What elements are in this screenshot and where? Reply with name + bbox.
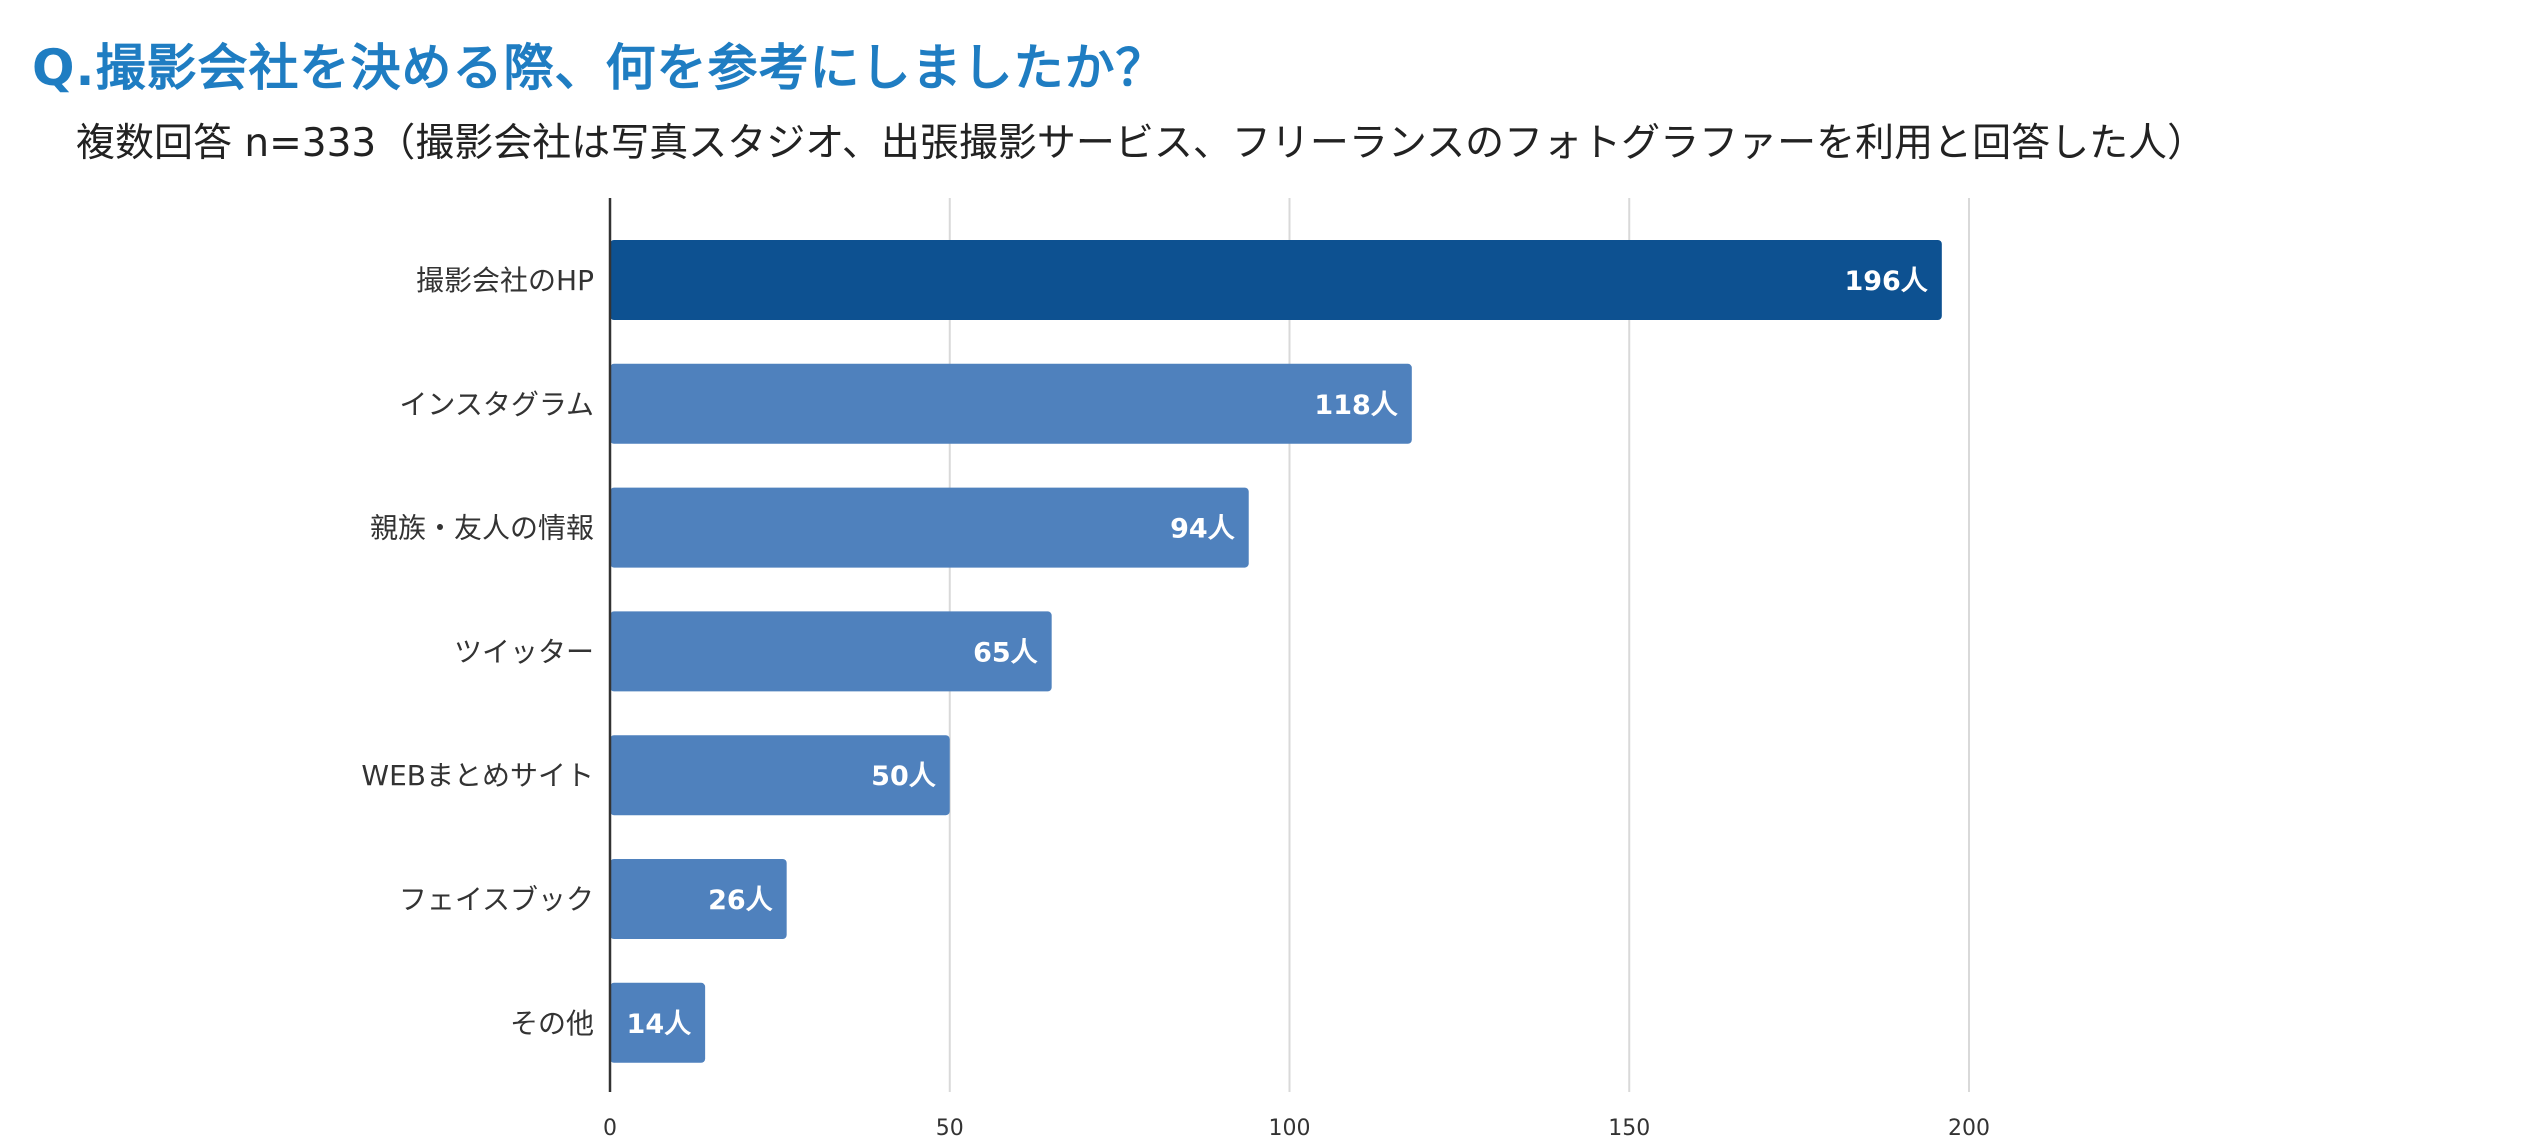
chart-subtitle: 複数回答 n=333（撮影会社は写真スタジオ、出張撮影サービス、フリーランスのフ… (76, 121, 2207, 166)
bar (610, 859, 787, 939)
category-label: インスタグラム (399, 388, 594, 421)
x-tick-label: 150 (1608, 1116, 1650, 1141)
data-label: 65人 (973, 637, 1038, 668)
data-label: 94人 (1170, 514, 1235, 545)
data-label: 26人 (708, 885, 773, 916)
question-title: Q.撮影会社を決める際、何を参考にしましたか？ (32, 39, 1167, 97)
category-label: その他 (510, 1007, 594, 1040)
x-tick-label: 200 (1948, 1116, 1990, 1141)
category-label: ツイッター (454, 635, 594, 668)
category-label: 撮影会社のHP (416, 264, 594, 297)
category-label: フェイスブック (399, 883, 594, 916)
category-label: 親族・友人の情報 (370, 512, 594, 545)
x-tick-label: 50 (936, 1116, 964, 1141)
bar (610, 611, 1052, 692)
bar (610, 982, 706, 1063)
bar (610, 487, 1249, 568)
x-tick-label: 100 (1269, 1116, 1311, 1141)
data-label: 14人 (627, 1009, 692, 1040)
data-label: 196人 (1844, 266, 1927, 297)
bar (610, 240, 1942, 320)
bar (610, 735, 950, 816)
data-label: 50人 (871, 761, 936, 792)
bar (610, 363, 1412, 444)
x-tick-label: 0 (603, 1116, 617, 1141)
category-label: WEBまとめサイト (361, 759, 594, 792)
data-label: 118人 (1314, 390, 1397, 421)
